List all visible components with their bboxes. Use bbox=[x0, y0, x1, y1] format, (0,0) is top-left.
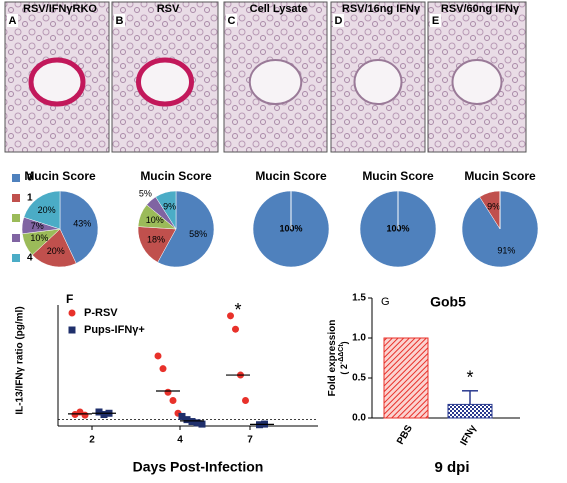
slice-label: 10% bbox=[146, 215, 164, 225]
data-point bbox=[95, 408, 103, 416]
panel-letter-box bbox=[226, 14, 237, 27]
data-point bbox=[188, 418, 196, 426]
significance-mark: * bbox=[466, 368, 473, 388]
y-axis-label-close: ) bbox=[339, 341, 349, 344]
slice-label: 7% bbox=[31, 221, 44, 231]
data-point bbox=[169, 397, 177, 405]
data-point bbox=[183, 416, 191, 424]
x-tick-label: 2 bbox=[89, 435, 95, 446]
pie-slice bbox=[23, 190, 61, 230]
y-axis-label-exponent: -ΔΔCt bbox=[338, 344, 345, 364]
panel-letter: F bbox=[66, 292, 73, 306]
y-tick-label: 1.5 bbox=[352, 293, 366, 304]
pie-title: Mucin Score bbox=[255, 169, 327, 183]
data-point bbox=[154, 352, 162, 360]
panel-letter: C bbox=[228, 15, 236, 27]
slice-label: 5% bbox=[139, 189, 152, 199]
slice-label: 20% bbox=[47, 246, 65, 256]
slice-label: 91% bbox=[497, 245, 515, 255]
panel-letter: B bbox=[116, 15, 124, 27]
airway bbox=[248, 59, 303, 105]
data-point bbox=[193, 419, 201, 427]
data-point bbox=[164, 388, 172, 396]
legend-swatch bbox=[12, 214, 20, 222]
legend-label: 1 bbox=[27, 193, 33, 204]
slice-label: 18% bbox=[147, 234, 165, 244]
data-point bbox=[178, 412, 186, 420]
data-point bbox=[198, 420, 206, 428]
significance-mark: * bbox=[234, 300, 241, 320]
data-point bbox=[242, 397, 249, 405]
panel-letter: G bbox=[381, 296, 390, 308]
legend-label: P-RSV bbox=[84, 307, 118, 319]
panel-title: Cell Lysate bbox=[250, 3, 308, 15]
panel-letter-box bbox=[114, 14, 125, 27]
legend-swatch bbox=[12, 174, 20, 182]
panel-letter-box bbox=[333, 14, 344, 27]
pie-slice bbox=[31, 228, 77, 268]
panel-title: RSV bbox=[157, 3, 180, 15]
legend-swatch bbox=[12, 254, 20, 262]
panel-letter: A bbox=[9, 15, 17, 27]
y-axis-label-formula: ( 2 bbox=[339, 364, 349, 375]
pie-title: Mucin Score bbox=[24, 169, 96, 183]
x-tick-label: PBS bbox=[395, 423, 415, 447]
slice-label: 43% bbox=[73, 218, 91, 228]
panel-letter: D bbox=[335, 15, 343, 27]
slice-label: 58% bbox=[189, 229, 207, 239]
y-tick-label: 0.0 bbox=[352, 413, 366, 424]
y-axis-label-text: Fold expression bbox=[327, 320, 338, 397]
pie-slice bbox=[155, 190, 177, 230]
panel-letter: E bbox=[432, 15, 439, 27]
x-tick-label: 4 bbox=[177, 435, 183, 446]
bar bbox=[383, 337, 429, 419]
pie-slice bbox=[137, 226, 177, 263]
panel-title: RSV/16ng IFNγ bbox=[342, 3, 421, 15]
legend-marker bbox=[68, 309, 76, 317]
panel-title: RSV/IFNγRKO bbox=[23, 3, 97, 15]
pie-title: Mucin Score bbox=[362, 169, 434, 183]
slice-label: 9% bbox=[487, 201, 500, 211]
x-axis-label: Days Post-Infection bbox=[133, 459, 264, 475]
panel-letter-box bbox=[7, 14, 18, 27]
slice-label: 9% bbox=[163, 201, 176, 211]
pie-title: Mucin Score bbox=[140, 169, 212, 183]
airway bbox=[136, 57, 194, 107]
pie-slice bbox=[157, 190, 215, 268]
legend-swatch bbox=[12, 194, 20, 202]
x-axis-label: 9 dpi bbox=[434, 459, 469, 476]
legend-label: 0 bbox=[27, 173, 33, 184]
x-tick-label: 7 bbox=[247, 435, 253, 446]
airway bbox=[353, 59, 403, 105]
legend-label: 4 bbox=[27, 253, 33, 264]
y-axis-label: Fold expression( 2-ΔΔCt) bbox=[327, 320, 350, 397]
y-tick-label: 0.5 bbox=[352, 373, 366, 384]
legend-label: Pups-IFNγ+ bbox=[84, 324, 145, 336]
y-axis-label: IL-13/IFNγ ratio (pg/ml) bbox=[15, 306, 26, 414]
x-tick-label: IFNγ bbox=[459, 423, 480, 448]
chart-title: Gob5 bbox=[430, 294, 466, 310]
panel-title: RSV/60ng IFNγ bbox=[441, 3, 520, 15]
pie-title: Mucin Score bbox=[464, 169, 536, 183]
data-point bbox=[159, 365, 167, 373]
airway bbox=[451, 59, 503, 105]
bar bbox=[447, 403, 493, 419]
data-point bbox=[227, 312, 234, 320]
slice-label: 20% bbox=[38, 205, 56, 215]
legend-swatch bbox=[12, 234, 20, 242]
data-point bbox=[100, 411, 108, 419]
data-point bbox=[81, 411, 89, 419]
y-tick-label: 1.0 bbox=[352, 333, 366, 344]
data-point bbox=[232, 325, 239, 333]
legend-marker bbox=[68, 326, 76, 334]
pie-slice bbox=[59, 190, 99, 264]
airway bbox=[28, 57, 86, 107]
panel-letter-box bbox=[430, 14, 441, 27]
slice-label: 10% bbox=[30, 233, 48, 243]
